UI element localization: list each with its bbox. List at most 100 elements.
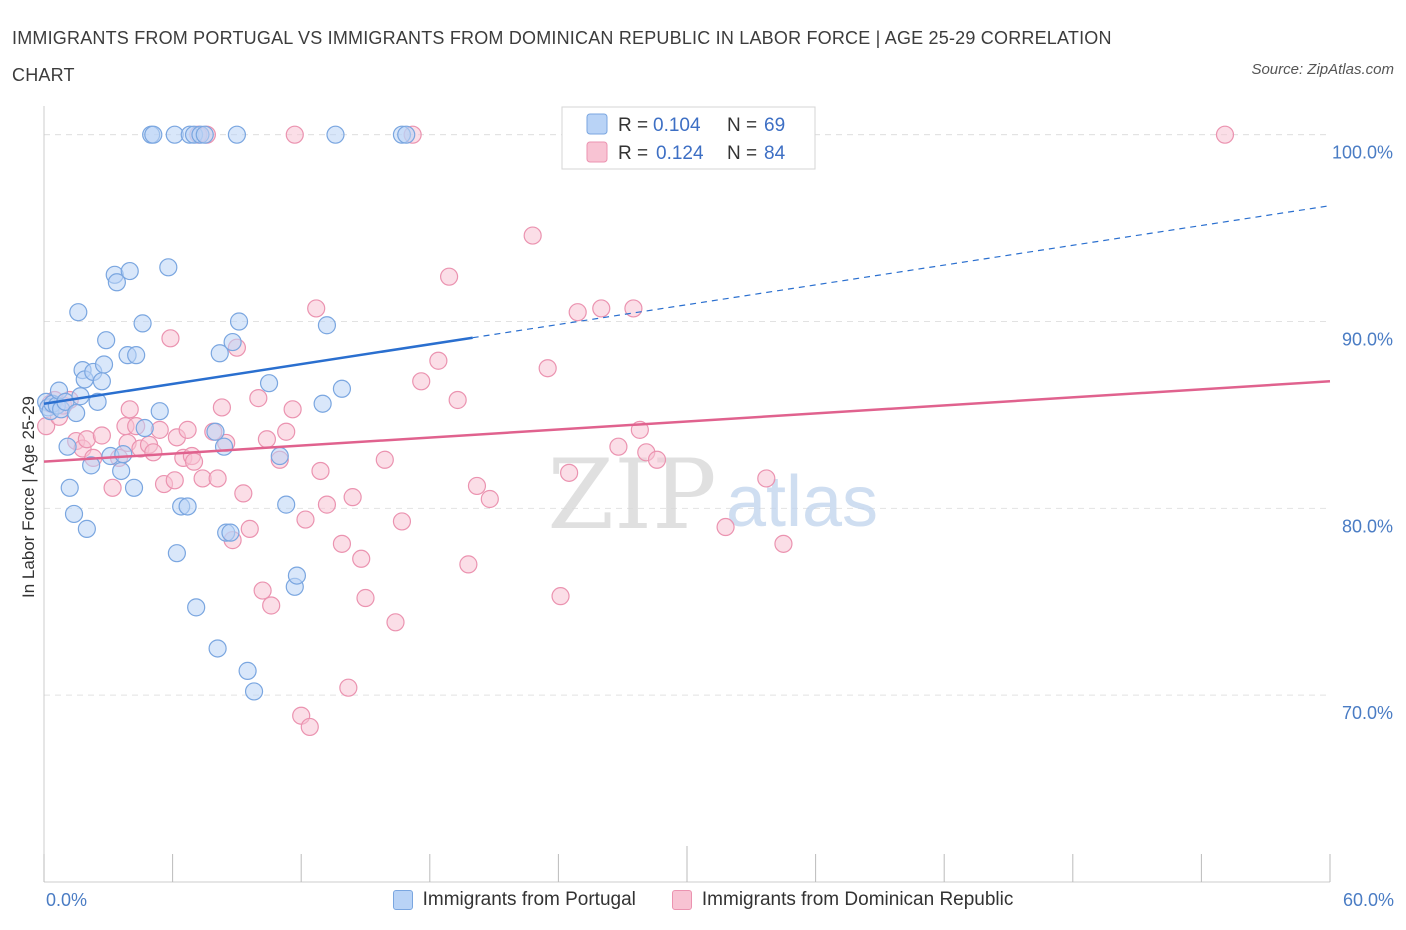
dominican-point [262, 596, 281, 615]
dominican-point [77, 430, 96, 449]
dominican-point [429, 351, 448, 370]
portugal-point [133, 314, 152, 333]
dominican-point [178, 420, 197, 439]
portugal-r-label: R = [618, 115, 648, 136]
dominican-point [716, 517, 735, 537]
legend: Immigrants from Portugal Immigrants from… [0, 889, 1406, 911]
portugal-point [326, 125, 345, 144]
portugal-point [195, 125, 214, 144]
dominican-point [352, 549, 371, 568]
portugal-n-value: 69 [764, 115, 785, 136]
legend-label-portugal: Immigrants from Portugal [422, 889, 636, 910]
dominican-point [757, 469, 776, 488]
dominican-point [277, 422, 296, 441]
dominican-point [311, 461, 330, 481]
portugal-point [150, 402, 169, 421]
portugal-point [135, 418, 154, 438]
dominican-point [568, 303, 587, 322]
portugal-stats-swatch [586, 113, 608, 135]
dominican-point [249, 389, 268, 408]
portugal-point [120, 261, 139, 281]
portugal-point [67, 403, 86, 423]
portugal-point [167, 544, 186, 563]
y-tick-label: 100.0% [1332, 143, 1393, 163]
grid-lines [44, 134, 1330, 696]
legend-label-dominican: Immigrants from Dominican Republic [701, 889, 1014, 910]
dominican-point [480, 489, 499, 509]
dominican-point [150, 420, 169, 439]
portugal-point [287, 566, 307, 585]
portugal-point [277, 495, 296, 514]
portugal-point [214, 437, 234, 456]
dominican-trend-line [43, 380, 1331, 463]
portugal-point [317, 316, 337, 335]
portugal-point [112, 461, 131, 481]
portugal-point [259, 374, 279, 393]
portugal-point [206, 422, 225, 441]
portugal-point [64, 504, 84, 524]
dominican-point [240, 519, 259, 538]
dominican-n-label: N = [727, 143, 757, 164]
portugal-point [178, 497, 197, 516]
watermark-atlas: atlas [726, 462, 878, 542]
portugal-point [107, 273, 126, 292]
portugal-point [77, 519, 96, 538]
dominican-point [439, 267, 459, 286]
x-tick-min: 0.0% [46, 890, 88, 910]
dominican-point [774, 534, 793, 553]
y-tick-labels: 70.0% 80.0% 90.0% 100.0% [1332, 143, 1393, 723]
portugal-point [60, 478, 79, 497]
dominican-point [609, 437, 628, 456]
y-tick-label: 70.0% [1342, 703, 1393, 723]
portugal-point [227, 125, 246, 144]
y-tick-label: 90.0% [1342, 330, 1393, 350]
dominican-point [296, 510, 315, 529]
dominican-point [1215, 125, 1235, 144]
dominican-point [161, 329, 180, 348]
dominican-point [300, 717, 319, 737]
dominican-point [647, 450, 667, 469]
portugal-trend-line [43, 336, 473, 405]
dominican-point [375, 450, 394, 469]
watermark-zip: ZIP [547, 439, 716, 551]
dominican-point [92, 426, 111, 445]
portugal-point [332, 379, 352, 398]
portugal-point [92, 372, 111, 391]
portugal-point [229, 312, 249, 331]
dominican-point [208, 469, 227, 488]
dominican-n-value: 84 [764, 143, 786, 164]
dominican-point [120, 400, 139, 419]
portugal-point [69, 303, 88, 322]
dominican-point [253, 581, 272, 600]
portugal-points [37, 125, 416, 701]
legend-item-portugal: Immigrants from Portugal [392, 889, 636, 911]
portugal-n-label: N = [727, 115, 757, 136]
portugal-point [114, 445, 133, 464]
portugal-point [58, 437, 77, 456]
portugal-point [221, 523, 240, 542]
portugal-point [82, 456, 101, 475]
dominican-stats-swatch [586, 141, 608, 163]
dominican-point [560, 463, 579, 482]
dominican-point [467, 476, 487, 496]
portugal-point [244, 682, 264, 701]
dominican-point [144, 443, 163, 462]
dominican-point [285, 125, 304, 144]
dominican-point [339, 678, 358, 697]
x-tick-max: 60.0% [1342, 890, 1394, 910]
portugal-point [223, 332, 242, 352]
dominican-point [332, 534, 352, 553]
dominican-point [165, 471, 184, 490]
stats-box: R = 0.104 N = 69 R = 0.124 N = 84 [561, 106, 816, 170]
dominican-point [184, 452, 204, 471]
legend-swatch-portugal [392, 890, 413, 910]
portugal-point [144, 125, 163, 144]
dominican-point [103, 478, 122, 497]
dominican-point [592, 299, 611, 318]
portugal-r-value: 0.104 [653, 115, 701, 136]
portugal-point [208, 639, 227, 658]
legend-swatch-dominican [671, 890, 692, 910]
dominican-point [538, 359, 557, 378]
legend-item-dominican: Immigrants from Dominican Republic [671, 889, 1014, 911]
